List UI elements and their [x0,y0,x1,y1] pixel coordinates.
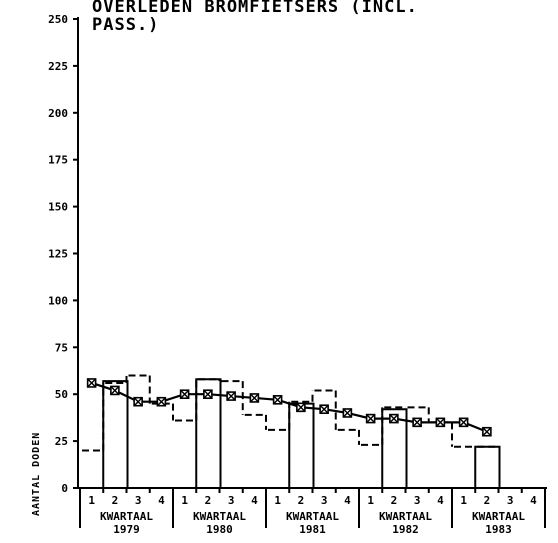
x-axis-label: KWARTAAL [100,510,153,523]
quarter-label: 4 [251,494,258,507]
y-tick-label: 100 [48,294,68,307]
year-label: 1983 [485,523,512,536]
trend-marker [389,413,399,424]
quarter-label: 1 [460,494,467,507]
quarter-label: 3 [321,494,328,507]
marker-cross [180,389,190,399]
marker-cross [482,427,492,437]
trend-marker [365,413,376,424]
marker-cross [156,397,166,407]
trend-marker [342,408,353,418]
quarter-label: 3 [414,494,421,507]
trend-marker [319,404,329,415]
quarter-label: 4 [530,494,537,507]
plot-area [82,374,501,488]
x-axis-label: KWARTAAL [286,510,339,523]
trend-marker [226,391,236,401]
x-axis-label: KWARTAAL [193,510,246,523]
quarter-label: 2 [484,494,491,507]
y-tick-label: 200 [48,107,68,120]
marker-cross [366,414,376,424]
solid-bar [288,402,315,488]
marker-cross [87,378,97,388]
quarter-label: 1 [181,494,188,507]
y-axis-label: AANTAL DODEN [31,432,42,516]
marker-cross [226,391,236,401]
chart-title-line-1: OVERLEDEN BROMFIETSERS (INCL. [92,0,418,17]
x-axis-label: KWARTAAL [472,510,525,523]
marker-cross [342,408,352,418]
marker-cross [435,417,445,427]
year-label: 1982 [392,523,419,536]
chart-title-line-2: PASS.) [92,15,159,35]
trend-marker [110,385,120,396]
y-tick-label: 75 [55,341,68,354]
marker-cross [459,417,469,427]
trend-marker [156,396,167,407]
axes: 0 25 50 75 100 125 150 175 200 225 250 1 2 3 4 1 2 3 4 1 2 3 4… [48,13,547,536]
solid-bar [474,445,501,488]
y-tick-label: 0 [61,482,68,495]
trend-marker [458,417,469,428]
quarter-label: 3 [507,494,514,507]
marker-cross [319,404,329,414]
y-tick-label: 150 [48,201,68,214]
solid-bar [195,378,222,488]
solid-bar [381,408,408,488]
marker-cross [133,397,143,407]
trend-marker [435,417,446,428]
y-tick-label: 50 [55,388,68,401]
solid-bar [102,380,129,488]
quarter-label: 2 [205,494,212,507]
quarter-label: 4 [437,494,444,507]
quarter-label: 4 [158,494,165,507]
quarter-label: 2 [112,494,119,507]
y-tick-label: 25 [55,435,68,448]
trend-marker [296,402,306,413]
y-tick-label: 250 [48,13,68,26]
year-label: 1981 [299,523,326,536]
trend-marker [86,378,97,388]
marker-cross [249,393,259,403]
marker-cross [412,417,422,427]
y-tick-label: 175 [48,154,68,167]
quarter-label: 1 [274,494,281,507]
quarter-label: 2 [298,494,305,507]
trend-marker [203,389,213,400]
quarter-label: 3 [135,494,142,507]
quarter-label: 3 [228,494,235,507]
quarter-label: 1 [88,494,95,507]
x-axis-label: KWARTAAL [379,510,432,523]
trend-marker [412,417,422,428]
marker-cross [273,395,283,405]
trend-marker [133,396,143,407]
marker-cross [389,414,399,424]
quarter-label: 4 [344,494,351,507]
trend-marker [272,395,283,405]
marker-cross [203,389,213,399]
trend-marker [482,426,492,437]
y-tick-label: 125 [48,248,68,261]
quarter-label: 2 [391,494,398,507]
marker-cross [296,402,306,412]
y-tick-label: 225 [48,60,68,73]
year-label: 1979 [113,523,140,536]
trend-marker [179,389,190,400]
marker-cross [110,385,120,395]
trend-marker [249,393,260,403]
year-label: 1980 [206,523,233,536]
quarter-label: 1 [367,494,374,507]
